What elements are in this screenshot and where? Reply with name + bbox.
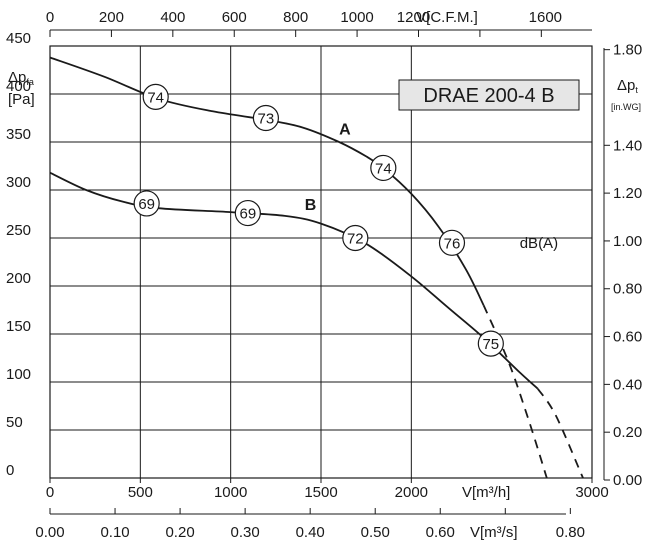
noise-marker-value: 72 bbox=[347, 231, 364, 248]
bottom-axis-label: V[m³/h] bbox=[462, 484, 510, 501]
bottom-tick-label: 3000 bbox=[575, 484, 608, 501]
noise-marker-circle bbox=[477, 330, 504, 357]
left-tick-label: 400 bbox=[6, 78, 31, 95]
top-axis: 0 200 400 600 800 1000 1200 1600 V[C.F.M.] bbox=[46, 9, 592, 37]
noise-marker-value: 69 bbox=[239, 206, 256, 223]
bottom-tick-label: 1500 bbox=[304, 484, 337, 501]
title-box-frame bbox=[398, 79, 580, 111]
right-tick-label: 1.00 bbox=[613, 233, 642, 250]
series-b-extension-line bbox=[537, 388, 584, 479]
top-tick-label: 1600 bbox=[529, 9, 562, 26]
right-tick-label: 1.40 bbox=[613, 137, 642, 154]
top-tick-label: 600 bbox=[222, 9, 247, 26]
noise-marker: 69 bbox=[234, 199, 261, 227]
top-tick-label: 400 bbox=[160, 9, 185, 26]
noise-marker-value: 74 bbox=[375, 160, 392, 177]
left-tick-label: 0 bbox=[6, 462, 14, 479]
noise-marker-circle bbox=[252, 104, 279, 132]
bottom-axis-2: 0.00 0.10 0.20 0.30 0.40 0.50 0.60 0.80 V[m³/s] bbox=[35, 508, 585, 541]
noise-marker-value: 69 bbox=[138, 196, 155, 213]
noise-marker: 76 bbox=[438, 229, 466, 256]
noise-level-markers: 74 73 74 69 69 72 76 75 bbox=[133, 83, 504, 357]
bottom-tick-label: 2000 bbox=[395, 484, 428, 501]
right-axis-label: Δpt bbox=[617, 77, 638, 95]
noise-marker-circle bbox=[438, 229, 466, 256]
bottom2-tick-label: 0.60 bbox=[426, 524, 455, 541]
bottom-tick-label: 0 bbox=[46, 484, 54, 501]
noise-marker-circle bbox=[342, 224, 369, 252]
bottom-axis: 0 500 1000 1500 2000 3000 V[m³/h] bbox=[46, 478, 609, 501]
plot-area bbox=[49, 45, 593, 479]
noise-marker-circle bbox=[142, 83, 169, 110]
top-tick-label: 1000 bbox=[340, 9, 373, 26]
noise-marker: 73 bbox=[252, 104, 279, 132]
noise-marker-value: 74 bbox=[147, 89, 164, 106]
noise-marker: 74 bbox=[142, 83, 169, 110]
left-tick-label: 450 bbox=[6, 30, 31, 47]
curve-label-b: B bbox=[305, 197, 317, 214]
noise-marker-circle bbox=[234, 199, 261, 227]
noise-marker-circle bbox=[133, 190, 160, 217]
bottom2-tick-label: 0.10 bbox=[100, 524, 129, 541]
left-tick-label: 350 bbox=[6, 126, 31, 143]
noise-marker: 69 bbox=[133, 190, 160, 217]
bottom-tick-label: 1000 bbox=[214, 484, 247, 501]
noise-marker-value: 73 bbox=[258, 111, 275, 128]
bottom2-tick-label: 0.40 bbox=[296, 524, 325, 541]
left-axis: 0 50 100 150 200 250 300 350 400 450 Δpfa [Pa] bbox=[6, 30, 35, 479]
left-tick-label: 250 bbox=[6, 222, 31, 239]
curve-labels: AB bbox=[305, 121, 351, 214]
bottom-axis-2-label: V[m³/s] bbox=[470, 524, 518, 541]
left-tick-label: 50 bbox=[6, 414, 23, 431]
bottom2-tick-label: 0.20 bbox=[165, 524, 194, 541]
top-axis-label: V[C.F.M.] bbox=[416, 9, 478, 26]
curve-label-a: A bbox=[339, 121, 351, 138]
right-tick-label: 1.80 bbox=[613, 42, 642, 59]
curves bbox=[49, 56, 584, 479]
bottom2-tick-label: 0.00 bbox=[35, 524, 64, 541]
noise-marker: 72 bbox=[342, 224, 369, 252]
dba-label: dB(A) bbox=[520, 235, 558, 252]
noise-marker: 75 bbox=[477, 330, 504, 357]
left-tick-label: 150 bbox=[6, 318, 31, 335]
right-tick-label: 0.00 bbox=[613, 472, 642, 489]
right-axis: 0.00 0.20 0.40 0.60 0.80 1.00 1.20 1.40 1.80 Δpt… bbox=[603, 42, 642, 489]
right-tick-label: 0.80 bbox=[613, 281, 642, 298]
right-tick-label: 0.20 bbox=[613, 424, 642, 441]
left-tick-label: 100 bbox=[6, 366, 31, 383]
right-axis-unit: [in.WG] bbox=[611, 102, 641, 112]
series-b-line bbox=[49, 171, 539, 390]
bottom2-tick-label: 0.30 bbox=[231, 524, 260, 541]
left-axis-unit: [Pa] bbox=[8, 91, 35, 108]
right-tick-label: 0.60 bbox=[613, 329, 642, 346]
top-tick-label: 1200 bbox=[397, 9, 430, 26]
left-axis-label: Δpfa bbox=[8, 69, 34, 87]
top-tick-label: 800 bbox=[283, 9, 308, 26]
title-box: DRAE 200-4 B bbox=[398, 79, 580, 111]
top-tick-label: 0 bbox=[46, 9, 54, 26]
bottom2-tick-label: 0.80 bbox=[556, 524, 585, 541]
right-tick-label: 0.40 bbox=[613, 376, 642, 393]
bottom2-tick-label: 0.50 bbox=[361, 524, 390, 541]
noise-marker: 74 bbox=[370, 154, 397, 182]
noise-marker-value: 75 bbox=[482, 336, 499, 353]
right-tick-label: 1.20 bbox=[613, 185, 642, 202]
noise-marker-value: 76 bbox=[444, 235, 461, 252]
left-tick-label: 300 bbox=[6, 174, 31, 191]
top-tick-label: 200 bbox=[99, 9, 124, 26]
noise-marker-circle bbox=[370, 154, 397, 182]
bottom-tick-label: 500 bbox=[128, 484, 153, 501]
chart-title: DRAE 200-4 B bbox=[423, 85, 554, 107]
left-tick-label: 200 bbox=[6, 270, 31, 287]
